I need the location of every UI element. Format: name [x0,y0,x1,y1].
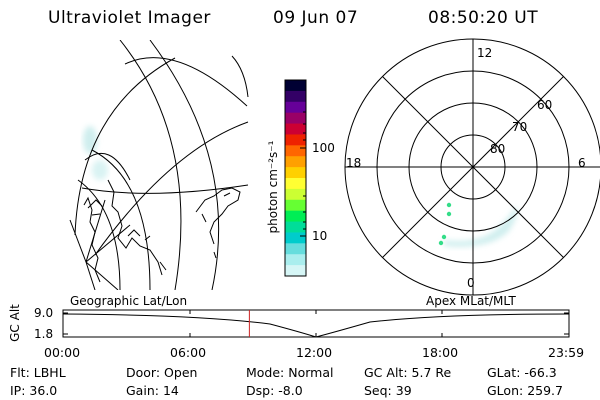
polar-label-0: 0 [467,276,475,290]
geo-meridian-3 [69,219,87,263]
coastline-africa [195,187,241,245]
geo-lat-line [94,121,249,256]
coastline-islands [127,229,167,271]
altitude-axis-label: GC Alt [8,304,22,342]
colorbar-band [285,112,306,125]
colorbar-band [285,101,306,114]
geo-arc-right [149,40,220,290]
colorbar-unit-label: photon cm⁻²s⁻¹ [266,140,280,234]
colorbar-band [285,243,306,255]
info-gc-alt: GC Alt: 5.7 Re [364,365,452,380]
colorbar-bands [285,80,306,277]
geo-arc-big [119,40,182,290]
geo-arc-outer-right [231,55,249,98]
polar-meridian-diag-2 [382,76,564,258]
colorbar-band [285,232,306,244]
coastline-west [83,196,101,283]
geo-arc-outer [124,57,248,107]
colorbar-band [285,167,306,179]
projection-right-label: Apex MLat/MLT [426,294,516,308]
polar-dot [446,211,452,217]
geo-inner-arc-2 [91,149,151,290]
polar-label-18: 18 [346,156,362,170]
time-tick-0000: 00:00 [44,345,81,360]
info-glon: GLon: 259.7 [487,383,563,398]
altitude-tick-high: 9.0 [34,306,54,320]
coastline-south-america [107,179,163,276]
time-tick-0600: 06:00 [170,345,207,360]
info-ip: IP: 36.0 [10,383,58,398]
polar-dot [438,240,444,246]
geo-meridian-1 [85,199,106,263]
altitude-plot [62,309,570,338]
polar-lat-60: 60 [537,98,553,112]
altitude-curve [62,313,570,338]
polar-aurora-glow [444,205,517,247]
time-label: 08:50:20 UT [428,8,539,28]
colorbar-band [285,156,306,168]
info-glat: GLat: -66.3 [487,365,557,380]
info-dsp: Dsp: -8.0 [246,383,303,398]
polar-lat-80: 80 [490,142,506,156]
date-label: 09 Jun 07 [273,8,359,28]
geo-inner-arc-3 [77,179,121,290]
geo-inner-arc [84,152,131,181]
altitude-x-ticks [189,310,443,337]
time-tick-2359: 23:59 [548,345,585,360]
projection-left-label: Geographic Lat/Lon [70,294,188,308]
colorbar-band [285,265,306,277]
polar-dot [446,202,452,208]
info-filter: Flt: LBHL [10,365,66,380]
polar-dots [438,202,452,246]
colorbar-band [285,123,306,135]
colorbar-band [285,80,306,92]
colorbar-band [285,145,306,157]
colorbar-band [285,90,306,103]
geo-meridian-5 [85,261,96,290]
geo-meridian-4 [85,261,119,290]
polar-dot [441,234,447,240]
polar-plot [344,38,600,296]
time-tick-1200: 12:00 [296,345,333,360]
polar-label-6: 6 [578,156,586,170]
geo-meridian-2 [85,224,131,263]
instrument-title: Ultraviolet Imager [48,8,211,28]
colorbar-band [285,134,306,146]
coastline-north [87,199,103,216]
colorbar-label-10: 10 [312,229,328,243]
time-tick-1800: 18:00 [422,345,459,360]
polar-lat-70: 70 [512,120,528,134]
colorbar-minor-ticks [303,111,306,230]
colorbar-band [285,254,306,266]
info-door: Door: Open [126,365,198,380]
info-seq: Seq: 39 [364,383,412,398]
info-mode: Mode: Normal [246,365,334,380]
geo-arc-mid [74,57,176,236]
colorbar-band [285,178,306,190]
colorbar-band [285,210,306,223]
info-gain: Gain: 14 [126,383,179,398]
geographic-map [69,40,249,290]
coastline-islands-2 [201,192,231,259]
geo-aurora-glow [83,126,108,180]
polar-label-12: 12 [477,46,493,60]
colorbar-label-100: 100 [312,141,335,155]
geo-lon-line [81,184,249,194]
colorbar-band [285,199,306,212]
colorbar-band [285,221,306,233]
altitude-tick-low: 1.8 [34,327,54,341]
colorbar [284,79,307,277]
colorbar-band [285,188,306,201]
altitude-frame [62,309,570,338]
colorbar-frame [284,79,307,277]
